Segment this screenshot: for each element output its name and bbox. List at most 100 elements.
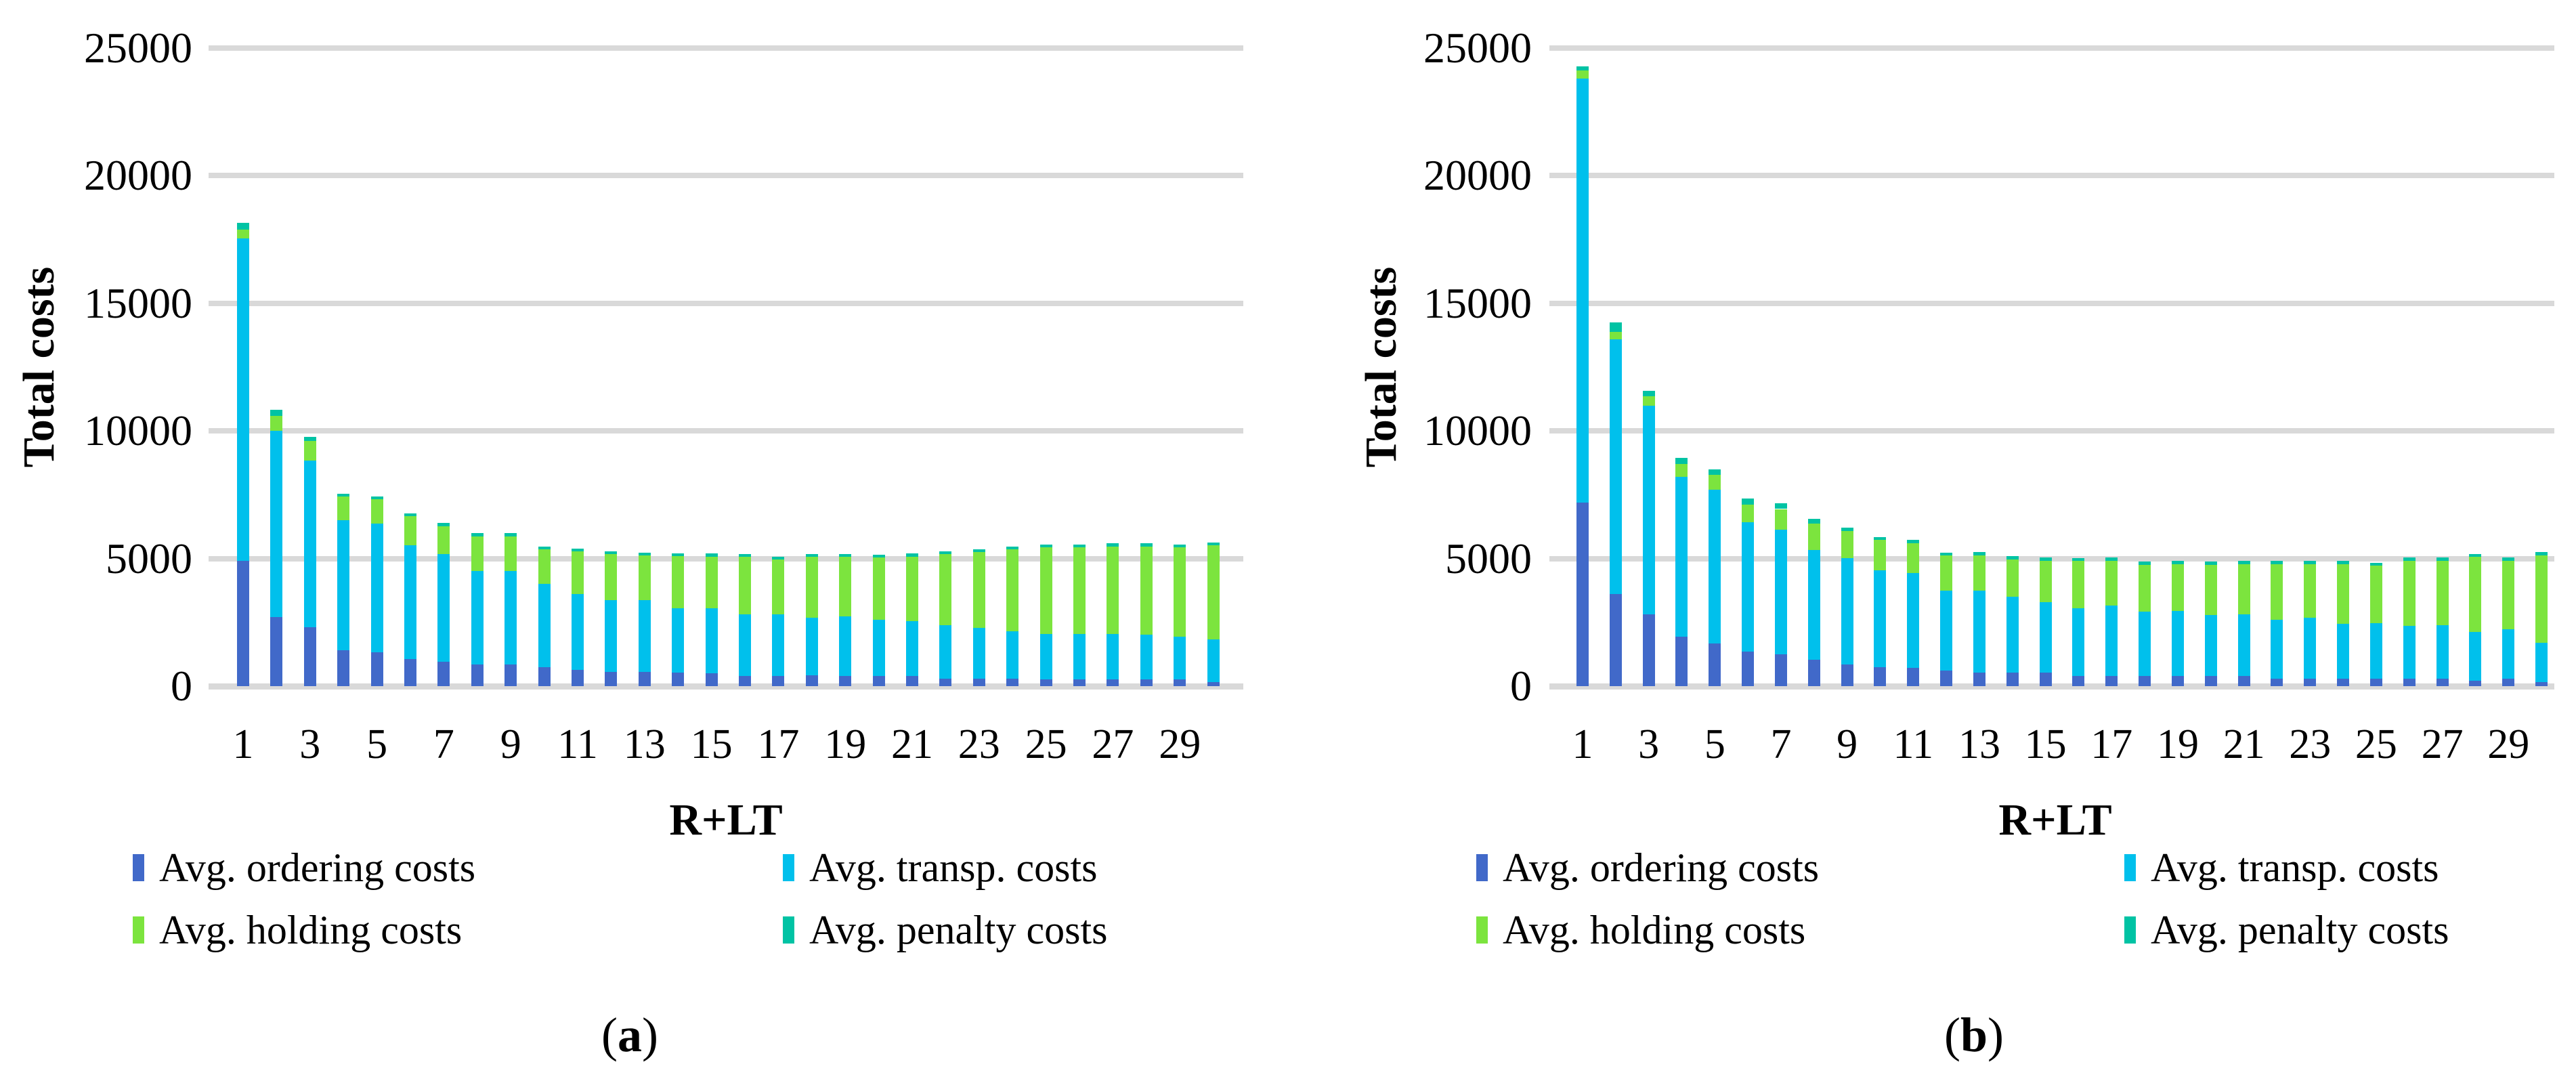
- bar-segment-holding: [1841, 530, 1853, 559]
- bar-segment-holding: [1174, 547, 1186, 637]
- bar-segment-holding: [1675, 464, 1688, 477]
- bar-segment-penalty: [605, 551, 618, 554]
- bar-segment-transp: [1841, 558, 1853, 664]
- x-tick-label: 19: [824, 721, 867, 767]
- bar-segment-ordering: [2072, 676, 2085, 686]
- bar-segment-transp: [2006, 596, 2019, 673]
- bar-segment-transp: [739, 614, 751, 676]
- bar-segment-penalty: [303, 436, 316, 441]
- legend-swatch-transp: [2124, 854, 2136, 881]
- bar-segment-holding: [605, 553, 618, 601]
- bar-segment-penalty: [939, 551, 952, 555]
- x-tick-label: 29: [1159, 721, 1201, 767]
- bar-segment-ordering: [572, 669, 584, 686]
- bar-segment-penalty: [2237, 561, 2250, 564]
- bar-segment-ordering: [972, 678, 985, 686]
- bar-segment-holding: [1973, 555, 1985, 591]
- x-tick-label: 3: [299, 721, 321, 767]
- bar-segment-holding: [705, 556, 718, 608]
- bar-segment-transp: [672, 608, 685, 673]
- bar-segment-ordering: [1039, 679, 1052, 686]
- gridline-5000: [1549, 555, 2554, 562]
- bar-segment-holding: [2369, 566, 2382, 623]
- bar-segment-holding: [303, 440, 316, 461]
- caption-b: (b): [1944, 1011, 2004, 1059]
- bar-segment-penalty: [972, 549, 985, 552]
- bar-segment-holding: [1642, 396, 1655, 406]
- bar-segment-transp: [2171, 610, 2184, 677]
- bar-segment-penalty: [1039, 544, 1052, 548]
- y-tick-label: 25000: [84, 24, 192, 72]
- bar-segment-transp: [805, 617, 818, 676]
- bar-segment-ordering: [1841, 664, 1853, 686]
- bar-segment-penalty: [1576, 66, 1589, 71]
- bar-segment-ordering: [1174, 679, 1186, 686]
- bar-segment-holding: [1107, 546, 1119, 634]
- bar-segment-ordering: [2237, 676, 2250, 686]
- legend-label-transp: Avg. transp. costs: [2151, 845, 2439, 890]
- bar-segment-transp: [1609, 339, 1622, 595]
- legend-item-transp: Avg. transp. costs: [2124, 847, 2439, 888]
- bar-segment-holding: [1207, 545, 1220, 640]
- bar-segment-ordering: [1609, 594, 1622, 686]
- bar-segment-holding: [1874, 539, 1887, 570]
- bar-segment-holding: [2204, 564, 2217, 615]
- x-tick-label: 9: [1837, 721, 1858, 767]
- bar-segment-holding: [872, 557, 885, 620]
- bar-segment-penalty: [2304, 560, 2317, 564]
- x-tick-label: 21: [891, 721, 933, 767]
- bar-segment-holding: [2006, 559, 2019, 597]
- bar-segment-penalty: [1174, 545, 1186, 548]
- bar-segment-transp: [839, 616, 852, 676]
- bar-segment-holding: [572, 551, 584, 594]
- gridline-5000: [209, 555, 1243, 562]
- legend-item-transp: Avg. transp. costs: [783, 847, 1098, 888]
- legend-label-penalty: Avg. penalty costs: [809, 908, 1108, 952]
- bar-segment-ordering: [1576, 502, 1589, 686]
- legend-item-ordering: Avg. ordering costs: [1476, 847, 1819, 888]
- bar-segment-ordering: [1207, 681, 1220, 686]
- bar-segment-ordering: [605, 671, 618, 686]
- bar-segment-penalty: [1742, 499, 1755, 505]
- x-tick-label: 13: [1958, 721, 2000, 767]
- bar-segment-transp: [638, 600, 651, 672]
- bar-segment-ordering: [1140, 679, 1153, 686]
- bar-segment-transp: [1675, 477, 1688, 637]
- x-tick-label: 25: [2355, 721, 2397, 767]
- bar-segment-penalty: [1973, 552, 1985, 555]
- bar-segment-penalty: [2072, 557, 2085, 562]
- x-tick-label: 5: [1704, 721, 1725, 767]
- bar-segment-transp: [505, 571, 517, 664]
- bar-segment-ordering: [404, 659, 416, 686]
- bar-segment-penalty: [2337, 561, 2350, 564]
- bar-segment-penalty: [1207, 542, 1220, 545]
- bar-segment-holding: [638, 555, 651, 601]
- bar-segment-holding: [2271, 564, 2283, 620]
- bar-segment-holding: [2403, 561, 2416, 627]
- y-tick-label: 25000: [1423, 24, 1532, 72]
- bar-segment-ordering: [2304, 679, 2317, 686]
- bar-segment-ordering: [2204, 676, 2217, 686]
- bar-segment-ordering: [2171, 676, 2184, 686]
- bar-segment-ordering: [906, 675, 918, 686]
- bar-segment-penalty: [2369, 563, 2382, 566]
- bar-segment-transp: [437, 554, 450, 662]
- x-tick-label: 13: [623, 721, 666, 767]
- bar-segment-penalty: [337, 494, 350, 497]
- bar-segment-penalty: [572, 548, 584, 552]
- bar-segment-holding: [2171, 564, 2184, 611]
- bar-segment-ordering: [505, 664, 517, 686]
- bar-segment-holding: [839, 557, 852, 617]
- bar-segment-transp: [1742, 522, 1755, 652]
- bar-segment-ordering: [2502, 679, 2515, 686]
- bar-segment-transp: [1774, 530, 1787, 654]
- x-tick-label: 7: [433, 721, 454, 767]
- gridline-10000: [209, 428, 1243, 434]
- bar-segment-penalty: [772, 557, 785, 560]
- x-tick-label: 15: [690, 721, 733, 767]
- bar-segment-penalty: [2204, 562, 2217, 565]
- x-tick-label: 25: [1025, 721, 1067, 767]
- bar-segment-ordering: [1107, 679, 1119, 686]
- bar-segment-transp: [1874, 570, 1887, 668]
- bar-segment-transp: [1807, 550, 1820, 660]
